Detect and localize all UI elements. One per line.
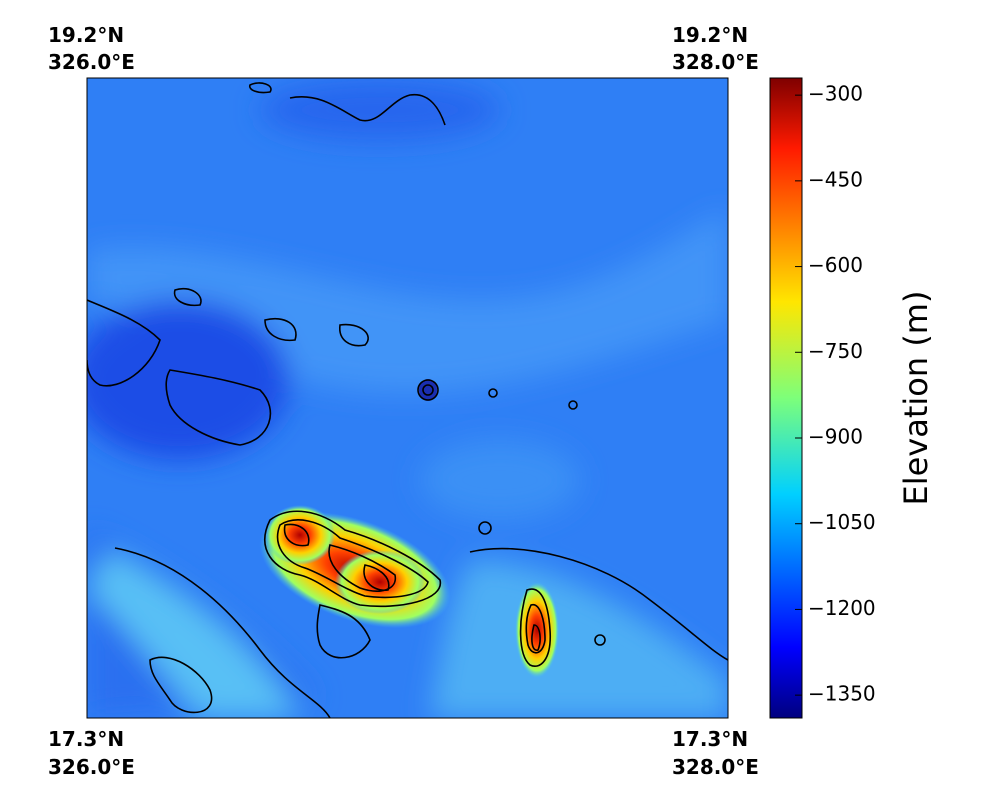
colorbar-tick-label: −1200 (808, 596, 876, 620)
colorbar-tick-label: −600 (808, 253, 863, 277)
colorbar-tick-label: −450 (808, 167, 863, 191)
corner-lon: 328.0°E (672, 755, 759, 779)
corner-lat: 19.2°N (672, 23, 748, 47)
corner-lon: 326.0°E (48, 50, 135, 74)
corner-lat: 17.3°N (672, 727, 748, 751)
colorbar-tick-label: −300 (808, 82, 863, 106)
colorbar (769, 77, 803, 719)
colorbar-tick-label: −1350 (808, 682, 876, 706)
map-frame (86, 77, 729, 719)
corner-lon: 326.0°E (48, 755, 135, 779)
corner-lat: 17.3°N (48, 727, 124, 751)
contours (87, 82, 728, 718)
colorbar-tick-label: −750 (808, 339, 863, 363)
colorbar-tick-label: −1050 (808, 510, 876, 534)
corner-lat: 19.2°N (48, 23, 124, 47)
colorbar-tick-label: −900 (808, 425, 863, 449)
elevation-map (87, 78, 728, 718)
colorbar-label: Elevation (m) (897, 291, 935, 506)
corner-lon: 328.0°E (672, 50, 759, 74)
